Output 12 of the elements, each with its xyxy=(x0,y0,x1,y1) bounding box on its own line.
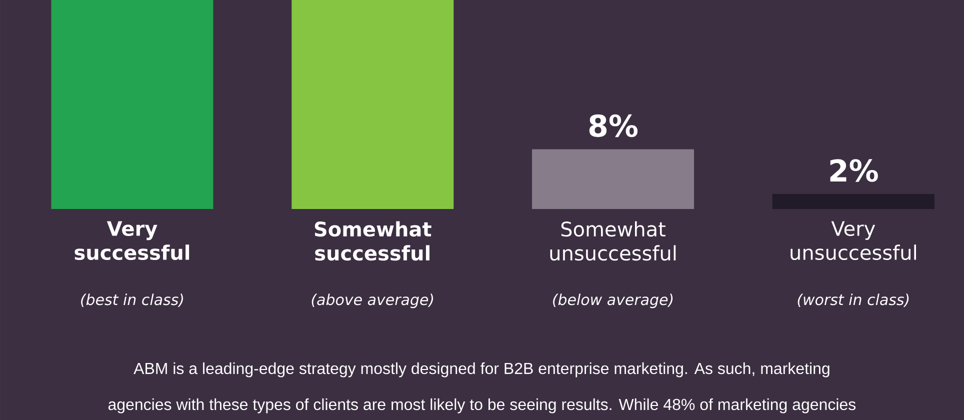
x-tick-label: Very successful xyxy=(74,221,190,260)
x-tick-label: Somewhat unsuccessful xyxy=(550,221,676,261)
text: ABM is a leading-edge strategy mostly designed for B2B enterprise marketing. As such, marketing xyxy=(134,362,830,378)
text: agencies with these types of clients are most likely to be seeing results. While 48% of marketing agencies xyxy=(108,398,856,414)
text: (below average) xyxy=(553,294,673,308)
data-label: 8% xyxy=(589,114,638,138)
data-label: 2% xyxy=(830,159,878,182)
x-tick-label: Somewhat successful xyxy=(314,221,432,261)
text: (above average) xyxy=(312,294,434,308)
x-tick-label: Very unsuccessful xyxy=(790,221,916,260)
text: (best in class) xyxy=(81,294,183,307)
text: (worst in class) xyxy=(798,294,909,307)
